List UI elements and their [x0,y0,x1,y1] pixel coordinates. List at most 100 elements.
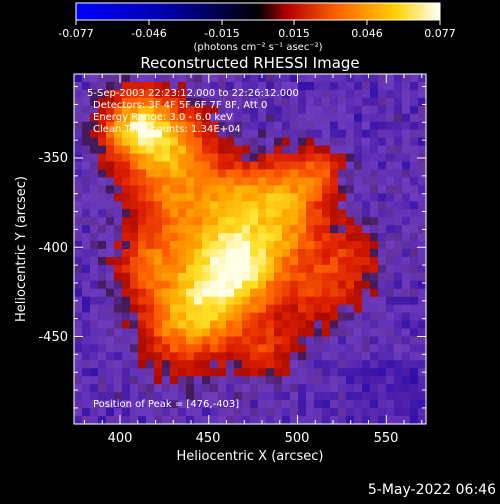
heatmap-cell [362,352,371,361]
heatmap-cell [90,288,99,298]
heatmap-cell [346,225,355,234]
heatmap-cell [258,145,267,155]
heatmap-cell [82,376,91,385]
heatmap-cell [114,193,123,202]
heatmap-cell [162,137,171,147]
heatmap-cell [378,105,387,115]
heatmap-cell [146,161,155,171]
heatmap-cell [90,233,99,242]
heatmap-cell [154,249,163,258]
heatmap-cell [186,256,195,266]
heatmap-cell [274,81,283,91]
heatmap-cell [178,233,187,242]
heatmap-cell [82,416,91,425]
heatmap-cell [178,320,187,330]
heatmap-cell [386,344,395,353]
heatmap-cell [74,376,83,385]
heatmap-cell [282,344,291,353]
heatmap-cell [90,89,99,99]
heatmap-cell [330,217,339,226]
plot-title: Reconstructed RHESSI Image [140,54,359,72]
heatmap-cell [98,320,107,330]
heatmap-cell [218,161,227,171]
heatmap-cell [258,256,267,266]
heatmap-cell [410,121,419,131]
heatmap-cell [330,105,339,115]
heatmap-cell [410,416,419,425]
heatmap-cell [314,249,323,258]
heatmap-cell [90,185,99,194]
heatmap-cell [250,193,259,202]
heatmap-cell [170,384,179,393]
heatmap-cell [322,408,331,417]
heatmap-cell [402,113,411,123]
heatmap-cell [218,336,227,346]
heatmap-cell [114,264,123,274]
heatmap-cell [250,201,259,210]
heatmap-cell [266,328,275,338]
heatmap-cell [234,256,243,266]
heatmap-cell [186,304,195,314]
heatmap-cell [314,89,323,99]
heatmap-cell [386,352,395,361]
heatmap-cell [314,352,323,361]
heatmap-cell [210,312,219,322]
heatmap-cell [114,241,123,250]
heatmap-cell [234,344,243,353]
heatmap-cell [322,161,331,171]
heatmap-cell [306,408,315,417]
heatmap-cell [170,400,179,409]
heatmap-cell [170,209,179,218]
heatmap-cell [74,177,83,186]
heatmap-cell [178,225,187,234]
heatmap-cell [90,360,99,369]
heatmap-cell [394,121,403,131]
heatmap-cell [82,241,91,250]
heatmap-cell [386,336,395,346]
heatmap-cell [82,360,91,369]
heatmap-cell [298,145,307,155]
heatmap-cell [402,241,411,250]
heatmap-cell [130,233,139,242]
heatmap-cell [258,304,267,314]
heatmap-cell [346,328,355,338]
heatmap-cell [378,193,387,202]
heatmap-cell [266,320,275,330]
heatmap-cell [74,113,83,123]
heatmap-cell [234,320,243,330]
heatmap-cell [354,241,363,250]
heatmap-cell [130,177,139,186]
heatmap-cell [114,201,123,210]
heatmap-cell [378,312,387,322]
heatmap-cell [234,384,243,393]
heatmap-cell [394,89,403,99]
heatmap-cell [202,113,211,123]
heatmap-cell [194,209,203,218]
heatmap-cell [386,185,395,194]
heatmap-cell [282,288,291,298]
heatmap-cell [338,193,347,202]
heatmap-cell [274,137,283,147]
heatmap-cell [402,328,411,338]
heatmap-cell [242,129,251,139]
heatmap-cell [154,272,163,282]
heatmap-cell [394,280,403,290]
heatmap-cell [418,272,427,282]
heatmap-cell [274,241,283,250]
heatmap-cell [346,344,355,353]
heatmap-cell [74,400,83,409]
heatmap-cell [226,169,235,178]
heatmap-cell [202,161,211,171]
heatmap-cell [122,137,131,147]
heatmap-cell [74,336,83,346]
heatmap-cell [138,249,147,258]
colorbar-tick-6: 0.077 [424,27,456,40]
heatmap-image [74,74,427,425]
heatmap-cell [210,145,219,155]
heatmap-cell [378,392,387,401]
heatmap-cell [122,81,131,91]
heatmap-cell [178,121,187,131]
heatmap-cell [402,225,411,234]
heatmap-cell [306,81,315,91]
heatmap-cell [242,416,251,425]
